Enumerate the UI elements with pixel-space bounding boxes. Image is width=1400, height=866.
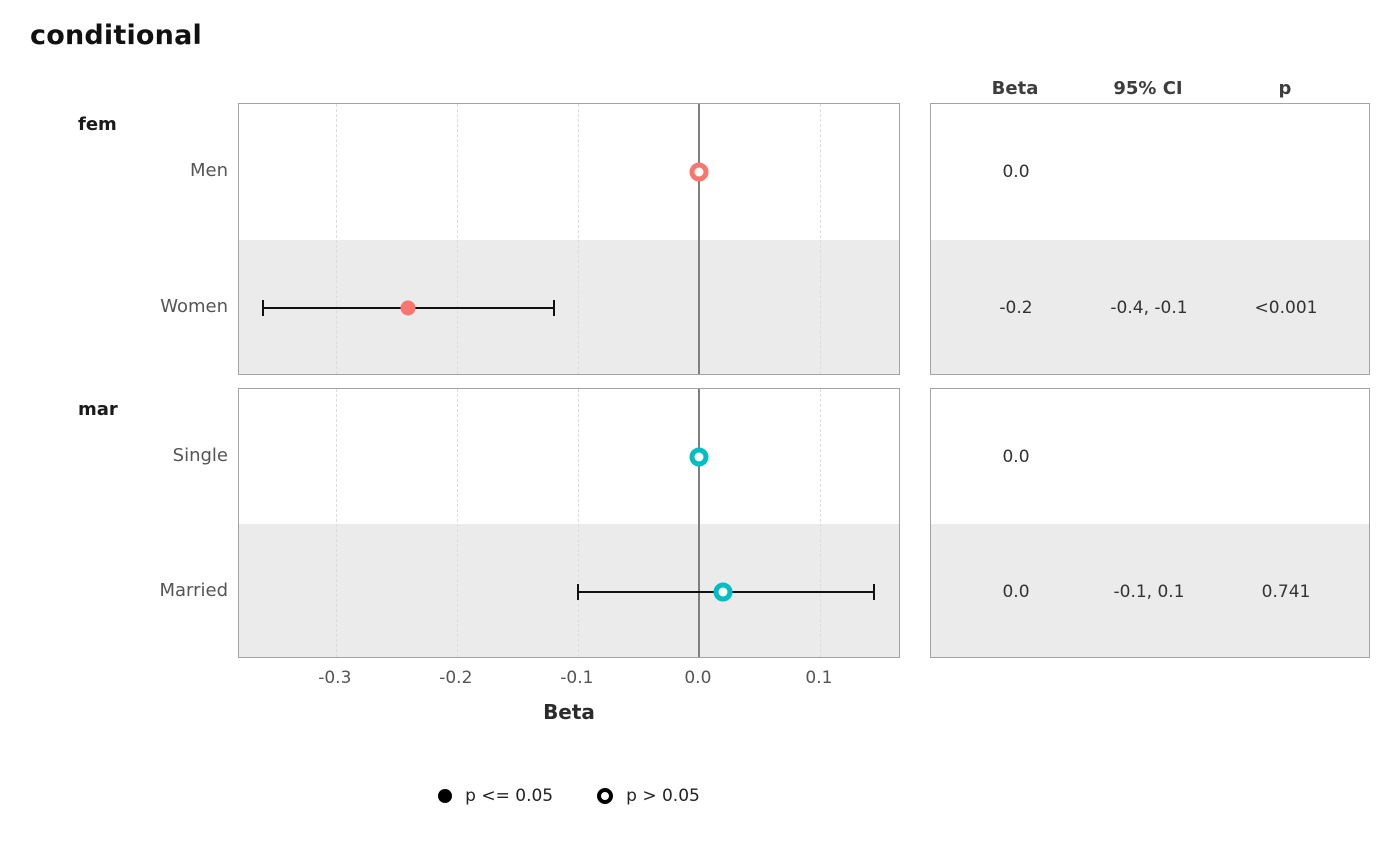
row-label-married: Married <box>159 579 228 601</box>
row-label-men: Men <box>189 160 228 181</box>
table-cell: <0.001 <box>1254 298 1318 318</box>
plot-panel-mar <box>238 388 900 658</box>
gridline <box>819 104 821 374</box>
estimate-point <box>689 447 709 466</box>
ci-cap-high <box>552 300 555 316</box>
x-tick-label: -0.3 <box>318 668 352 688</box>
row-stripe <box>931 240 1369 374</box>
gridline <box>819 389 821 657</box>
filled-circle-icon <box>438 789 453 803</box>
table-cell: 0.0 <box>1002 162 1030 182</box>
table-cell: -0.1, 0.1 <box>1113 581 1185 602</box>
legend-item-nonsignificant: p > 0.05 <box>597 786 700 806</box>
gridline <box>335 104 337 374</box>
table-cell: -0.2 <box>999 298 1033 318</box>
x-tick-label: 0.1 <box>805 668 833 688</box>
open-circle-icon <box>597 788 614 804</box>
legend-label-nonsignificant: p > 0.05 <box>626 786 700 806</box>
gridline <box>456 104 458 374</box>
group-label-fem: fem <box>78 114 117 135</box>
row-stripe <box>931 524 1369 657</box>
table-header-beta: Beta <box>991 78 1039 99</box>
table-panel-mar: 0.0 0.0 -0.1, 0.1 0.741 <box>930 388 1370 658</box>
estimate-point <box>400 300 416 316</box>
zero-reference-line <box>697 104 700 374</box>
table-cell: -0.4, -0.1 <box>1110 298 1188 318</box>
gridline <box>335 389 337 657</box>
legend-label-significant: p <= 0.05 <box>465 786 554 806</box>
ci-cap-high <box>873 583 876 600</box>
plot-panel-fem <box>238 103 900 375</box>
estimate-point <box>689 162 709 182</box>
table-cell: 0.0 <box>1002 446 1030 467</box>
chart-title: conditional <box>30 20 202 51</box>
table-cell: 0.0 <box>1002 581 1030 602</box>
zero-reference-line <box>697 389 700 657</box>
legend-item-significant: p <= 0.05 <box>438 786 553 806</box>
estimate-point <box>713 582 733 601</box>
ci-cap-low <box>262 300 265 316</box>
x-tick-label: -0.1 <box>560 668 594 688</box>
table-header-ci: 95% CI <box>1113 78 1183 99</box>
gridline <box>577 104 579 374</box>
ci-cap-low <box>576 583 579 600</box>
gridline <box>456 389 458 657</box>
x-tick-label: -0.2 <box>439 668 473 688</box>
row-label-women: Women <box>160 296 228 317</box>
table-header-p: p <box>1278 78 1292 99</box>
table-panel-fem: 0.0 -0.2 -0.4, -0.1 <0.001 <box>930 103 1370 375</box>
x-axis-title: Beta <box>543 700 595 724</box>
gridline <box>577 389 579 657</box>
legend: p <= 0.05 p > 0.05 <box>238 786 900 806</box>
row-label-single: Single <box>172 444 228 466</box>
table-cell: 0.741 <box>1261 581 1311 602</box>
group-label-mar: mar <box>78 399 118 420</box>
x-tick-label: 0.0 <box>684 668 712 688</box>
